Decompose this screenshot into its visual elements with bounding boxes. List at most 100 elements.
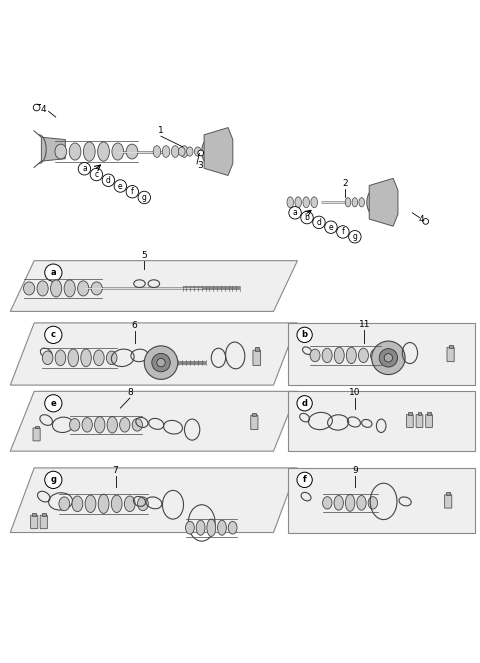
Text: b: b bbox=[305, 213, 310, 222]
Ellipse shape bbox=[196, 520, 205, 535]
Text: c: c bbox=[51, 330, 56, 339]
Circle shape bbox=[45, 471, 62, 489]
Ellipse shape bbox=[55, 144, 67, 159]
Ellipse shape bbox=[112, 143, 124, 160]
FancyBboxPatch shape bbox=[40, 515, 48, 528]
Ellipse shape bbox=[84, 142, 95, 161]
Polygon shape bbox=[288, 323, 475, 385]
FancyBboxPatch shape bbox=[418, 412, 421, 415]
Ellipse shape bbox=[207, 519, 216, 536]
Circle shape bbox=[324, 221, 337, 233]
Ellipse shape bbox=[357, 495, 366, 510]
FancyBboxPatch shape bbox=[444, 495, 452, 508]
Ellipse shape bbox=[50, 280, 62, 297]
Ellipse shape bbox=[202, 136, 226, 167]
FancyBboxPatch shape bbox=[407, 414, 413, 428]
FancyBboxPatch shape bbox=[251, 415, 258, 430]
Ellipse shape bbox=[70, 418, 80, 431]
Ellipse shape bbox=[352, 198, 358, 207]
Text: d: d bbox=[301, 398, 308, 408]
Ellipse shape bbox=[68, 349, 79, 367]
Circle shape bbox=[33, 104, 40, 111]
Polygon shape bbox=[10, 391, 298, 451]
Circle shape bbox=[126, 186, 139, 198]
Polygon shape bbox=[204, 127, 233, 176]
Circle shape bbox=[336, 225, 349, 238]
Ellipse shape bbox=[371, 349, 381, 362]
Ellipse shape bbox=[194, 147, 201, 156]
Circle shape bbox=[372, 341, 405, 375]
FancyBboxPatch shape bbox=[448, 345, 453, 348]
Ellipse shape bbox=[69, 143, 81, 160]
Circle shape bbox=[157, 359, 165, 367]
FancyBboxPatch shape bbox=[252, 413, 256, 416]
Text: 2: 2 bbox=[343, 179, 348, 188]
Circle shape bbox=[301, 211, 313, 224]
Text: 11: 11 bbox=[359, 320, 370, 329]
Ellipse shape bbox=[120, 418, 130, 432]
Text: a: a bbox=[293, 208, 298, 217]
Ellipse shape bbox=[228, 521, 237, 534]
Circle shape bbox=[90, 168, 103, 181]
Ellipse shape bbox=[91, 282, 102, 295]
Ellipse shape bbox=[132, 418, 143, 431]
Ellipse shape bbox=[180, 146, 188, 157]
Text: f: f bbox=[131, 187, 134, 196]
Ellipse shape bbox=[59, 497, 70, 511]
Text: 1: 1 bbox=[158, 126, 164, 135]
Ellipse shape bbox=[217, 520, 227, 535]
Polygon shape bbox=[288, 391, 475, 451]
Text: d: d bbox=[106, 176, 111, 185]
Text: 6: 6 bbox=[132, 321, 138, 330]
FancyBboxPatch shape bbox=[446, 493, 450, 495]
Text: g: g bbox=[50, 475, 56, 485]
Ellipse shape bbox=[95, 416, 105, 433]
Ellipse shape bbox=[334, 495, 343, 510]
Ellipse shape bbox=[334, 347, 344, 363]
Circle shape bbox=[45, 264, 62, 281]
Ellipse shape bbox=[359, 348, 369, 363]
Circle shape bbox=[78, 162, 91, 175]
Circle shape bbox=[114, 180, 127, 192]
Ellipse shape bbox=[97, 142, 109, 161]
Ellipse shape bbox=[311, 197, 317, 208]
Ellipse shape bbox=[24, 282, 35, 295]
Text: e: e bbox=[118, 182, 123, 190]
Circle shape bbox=[144, 346, 178, 379]
Circle shape bbox=[297, 328, 312, 343]
Ellipse shape bbox=[85, 495, 96, 512]
Ellipse shape bbox=[37, 281, 48, 296]
FancyBboxPatch shape bbox=[254, 347, 259, 351]
Circle shape bbox=[152, 353, 170, 372]
Text: e: e bbox=[50, 398, 56, 408]
Ellipse shape bbox=[94, 350, 104, 366]
Ellipse shape bbox=[310, 349, 320, 362]
Text: g: g bbox=[352, 232, 357, 241]
Ellipse shape bbox=[162, 146, 170, 157]
Ellipse shape bbox=[81, 349, 91, 367]
Text: 10: 10 bbox=[349, 388, 360, 397]
Polygon shape bbox=[10, 261, 298, 312]
Text: 3: 3 bbox=[197, 161, 203, 170]
Ellipse shape bbox=[98, 494, 109, 513]
Text: f: f bbox=[342, 227, 344, 237]
Polygon shape bbox=[10, 468, 298, 532]
Ellipse shape bbox=[107, 416, 118, 433]
Circle shape bbox=[102, 174, 115, 186]
FancyBboxPatch shape bbox=[42, 513, 46, 516]
Text: 8: 8 bbox=[127, 388, 133, 397]
Text: a: a bbox=[82, 164, 87, 173]
Text: e: e bbox=[329, 223, 333, 231]
Ellipse shape bbox=[186, 521, 194, 534]
Circle shape bbox=[423, 219, 429, 224]
Ellipse shape bbox=[287, 197, 294, 208]
FancyBboxPatch shape bbox=[35, 426, 38, 428]
Ellipse shape bbox=[346, 495, 355, 511]
Ellipse shape bbox=[137, 497, 148, 511]
Ellipse shape bbox=[368, 497, 378, 509]
FancyBboxPatch shape bbox=[426, 414, 432, 428]
Circle shape bbox=[45, 326, 62, 343]
Circle shape bbox=[297, 472, 312, 487]
Ellipse shape bbox=[124, 496, 135, 512]
Text: 7: 7 bbox=[113, 466, 119, 475]
